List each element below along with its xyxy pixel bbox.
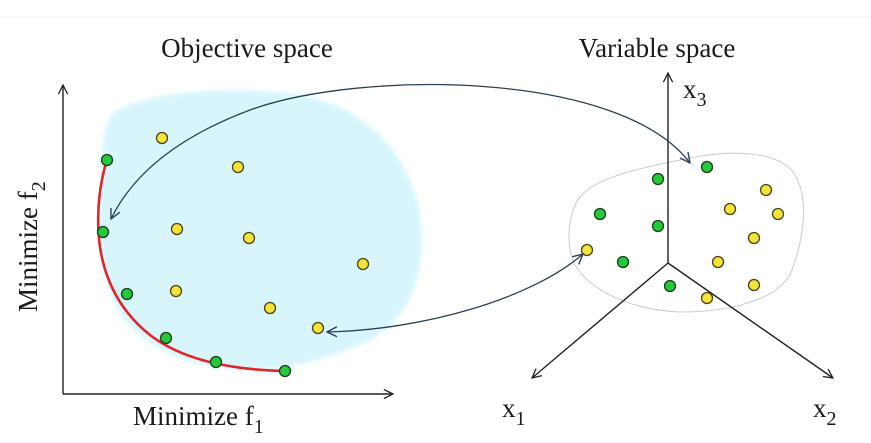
f1-axis-label: Minimize f1 (133, 401, 264, 438)
pareto-point (159, 331, 173, 345)
dominated-point (580, 243, 594, 257)
pareto-point (209, 355, 223, 369)
dominated-point (711, 255, 725, 269)
dominated-point (356, 257, 370, 271)
objective-space-title: Objective space (161, 33, 333, 63)
pareto-point (278, 364, 292, 378)
pareto-point (651, 219, 665, 233)
pareto-point (96, 225, 110, 239)
variable-space-title: Variable space (579, 33, 736, 63)
x3-axis-label: x3 (683, 74, 707, 111)
pareto-point (616, 255, 630, 269)
mapping-arrow-bottom (327, 254, 583, 332)
pareto-point (663, 279, 677, 293)
dominated-point (155, 131, 169, 145)
dominated-point (747, 231, 761, 245)
x1-axis-label: x1 (502, 393, 526, 430)
pareto-point (700, 160, 714, 174)
objective-region (99, 90, 422, 370)
pareto-point (100, 153, 114, 167)
pareto-point (651, 172, 665, 186)
dominated-point (170, 222, 184, 236)
objective-space-panel: Objective space Minimize f1 Minimize f2 (13, 33, 422, 438)
dominated-point (242, 231, 256, 245)
dominated-point (759, 183, 773, 197)
dominated-point (747, 278, 761, 292)
dominated-point (169, 284, 183, 298)
mapping-arrow-top (111, 83, 690, 219)
dominated-point (263, 301, 277, 315)
dominated-point (723, 202, 737, 216)
f2-axis-label: Minimize f2 (13, 181, 50, 312)
dominated-point (700, 291, 714, 305)
x2-axis (667, 262, 833, 378)
variable-space-panel: Variable space x3 x1 x2 (502, 33, 837, 430)
pareto-point (593, 207, 607, 221)
pareto-point (120, 287, 134, 301)
x1-axis (532, 262, 669, 378)
x2-axis-label: x2 (813, 393, 837, 430)
variable-region (568, 152, 805, 313)
dominated-point (311, 321, 325, 335)
dominated-point (231, 160, 245, 174)
dominated-point (771, 207, 785, 221)
